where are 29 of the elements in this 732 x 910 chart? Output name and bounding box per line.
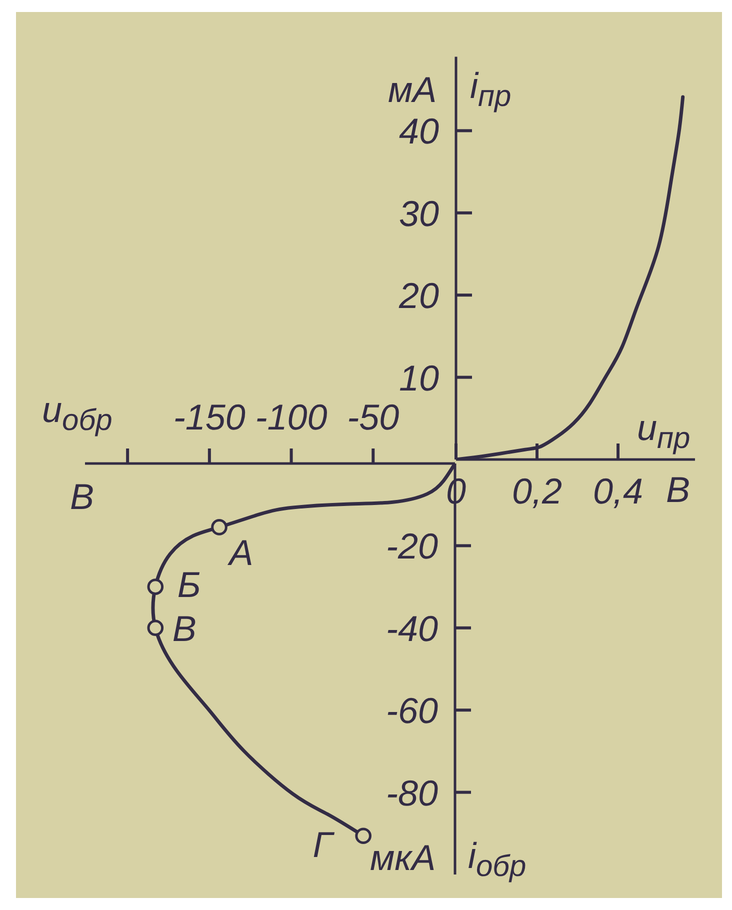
x-axis-title: u$_{пр}$ [637,406,690,456]
y-tick-label: 40 [398,110,439,152]
y-tick-label: 30 [398,192,439,234]
text: мА [388,69,437,110]
y-tick-label: -40 [386,607,438,648]
x-tick-label: -100 [255,396,328,437]
annotation: В [172,607,196,648]
x-tick-label: -150 [173,396,246,437]
x-axis-title: u$_{обр}$ [42,388,112,438]
point [147,578,164,595]
point [211,519,228,536]
annotation: А [227,532,254,573]
x-tick-label: -50 [347,396,400,437]
annotation: Г [312,823,335,864]
point [147,620,164,636]
annotation: мкА [370,837,436,878]
y-tick-label: -80 [386,772,438,813]
x-tick-label: 0,4 [593,470,644,511]
y-tick-label: 20 [398,274,439,316]
y-tick-label: -60 [386,690,438,731]
y-tick-label: 10 [398,356,439,398]
annotation: В [70,476,94,517]
point [355,828,372,844]
annotation: Б [177,563,201,604]
y-tick-label: -20 [386,525,438,566]
y-axis-title: i$_{пр}$ [470,64,512,114]
y-axis-title: i$_{обр}$ [468,834,526,884]
text: В [666,469,690,510]
x-tick-label: 0,2 [512,470,562,511]
